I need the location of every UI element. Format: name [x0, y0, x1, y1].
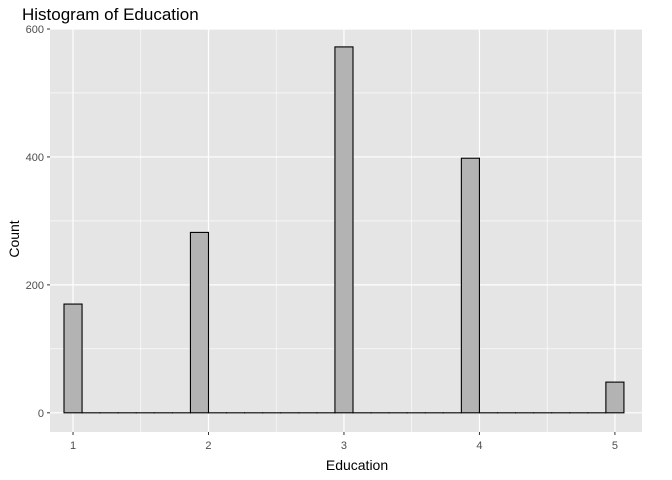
y-axis-title: Count — [6, 220, 22, 257]
y-axis: 0 200 400 600 — [26, 24, 50, 420]
histogram-bar — [460, 157, 480, 414]
histogram-bar — [189, 231, 210, 414]
chart-title: Histogram of Education — [22, 5, 199, 24]
x-axis-title: Education — [326, 457, 388, 473]
x-axis: 1 2 3 4 5 — [70, 432, 618, 452]
histogram-bars — [63, 46, 625, 414]
histogram-bar — [605, 381, 625, 414]
y-tick-label: 0 — [38, 408, 44, 420]
histogram-bar — [334, 46, 354, 414]
y-tick-label: 600 — [26, 24, 44, 36]
x-tick-label: 4 — [476, 440, 482, 452]
x-tick-label: 2 — [205, 440, 211, 452]
x-tick-label: 5 — [612, 440, 618, 452]
y-tick-label: 200 — [26, 280, 44, 292]
y-tick-label: 400 — [26, 152, 44, 164]
histogram-bar — [63, 303, 83, 414]
x-tick-label: 1 — [70, 440, 76, 452]
x-tick-label: 3 — [341, 440, 347, 452]
